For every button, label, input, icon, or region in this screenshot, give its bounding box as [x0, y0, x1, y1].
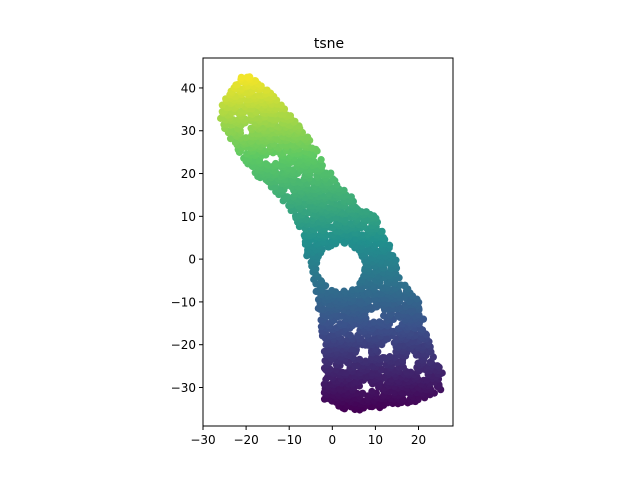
scatter-point — [397, 281, 405, 289]
scatter-point — [272, 159, 280, 168]
scatter-point — [321, 357, 329, 365]
x-axis: −30 −20 −10 0 10 20 — [190, 426, 426, 447]
plot-frame — [202, 57, 454, 427]
x-tick-label: −30 — [190, 433, 215, 447]
scatter-point — [246, 73, 254, 81]
scatter-point — [340, 287, 348, 295]
scatter-point — [263, 86, 271, 94]
points-layer — [217, 73, 446, 414]
y-tick-label: 30 — [181, 124, 196, 138]
scatter-point — [370, 318, 378, 326]
scatter-point — [251, 77, 260, 85]
scatter-point — [375, 318, 384, 326]
x-tick-label: −10 — [277, 433, 302, 447]
x-tick-label: −20 — [233, 433, 258, 447]
y-tick-label: 20 — [181, 167, 196, 181]
scatter-point — [255, 91, 263, 99]
scatter-point — [357, 296, 365, 305]
scatter-point — [339, 312, 347, 320]
y-tick-label: −30 — [171, 381, 196, 395]
scatter-point — [328, 286, 336, 295]
scatter-point — [317, 156, 325, 164]
scatter-point — [307, 258, 315, 266]
y-tick-label: −10 — [171, 295, 196, 309]
scatter-point — [362, 208, 370, 216]
scatter-point — [327, 169, 335, 177]
scatter-point — [378, 227, 386, 236]
scatter-point — [362, 357, 370, 365]
y-tick-label: −20 — [171, 338, 196, 352]
x-tick-label: 10 — [368, 433, 383, 447]
scatter-point — [262, 160, 270, 168]
y-tick-label: 0 — [188, 253, 196, 267]
scatter-point — [408, 338, 417, 346]
scatter-point — [380, 312, 388, 320]
scatter-point — [358, 389, 367, 397]
scatter-point — [226, 135, 235, 143]
scatter-point — [415, 311, 423, 319]
x-tick-label: 0 — [328, 433, 336, 447]
scatter-point — [356, 355, 364, 363]
scatter-point — [379, 354, 387, 362]
scatter-point — [423, 376, 431, 384]
scatter-point — [368, 387, 376, 396]
y-tick-label: 40 — [181, 81, 196, 95]
scatter-point — [304, 133, 312, 141]
scatter-point — [237, 73, 245, 81]
x-tick-label: 20 — [411, 433, 426, 447]
scatter-point — [318, 161, 326, 170]
scatter-point — [353, 361, 362, 369]
scatter-point — [341, 215, 349, 224]
scatter-point — [394, 311, 402, 319]
scatter-point — [370, 334, 379, 342]
chart-title: tsne — [314, 36, 344, 52]
y-axis: −30 −20 −10 0 10 20 30 40 — [171, 81, 203, 395]
y-tick-label: 10 — [181, 210, 196, 224]
scatter-point — [386, 353, 394, 361]
